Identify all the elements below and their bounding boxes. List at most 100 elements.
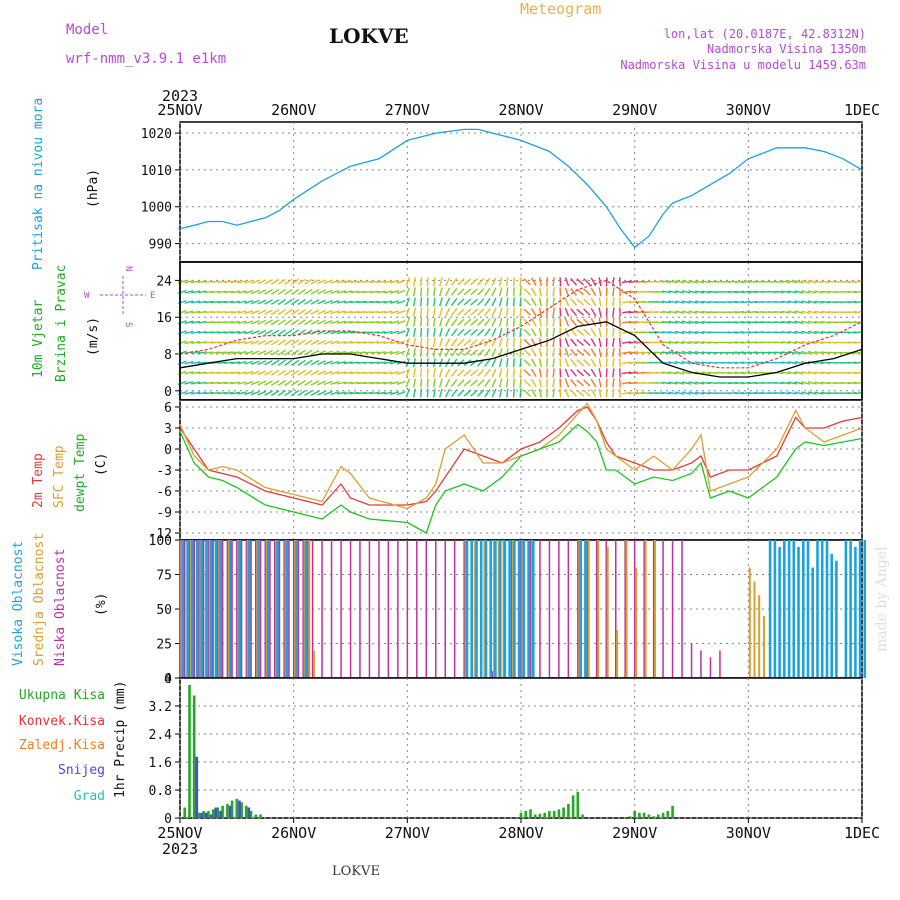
wind-arrow	[622, 310, 632, 314]
wind-arrow	[370, 371, 380, 375]
wind-arrow	[191, 351, 201, 355]
wind-arrow	[612, 307, 615, 317]
cloud-mid-bar	[294, 540, 297, 678]
wind-arrow	[463, 308, 472, 316]
wind-arrow	[781, 310, 791, 314]
wind-arrow	[277, 339, 286, 346]
wind-arrow	[728, 280, 738, 283]
wind-arrow	[506, 348, 509, 358]
wind-arrow	[457, 348, 465, 357]
wind-arrow	[297, 349, 306, 356]
wind-arrow	[420, 368, 423, 378]
wind-arrow	[552, 348, 555, 358]
wind-arrow	[484, 338, 491, 347]
wind-ytick-label: 16	[156, 311, 172, 326]
cloud-low-bar	[520, 540, 522, 678]
wind-arrow	[801, 381, 811, 385]
cloud-mid-bar	[308, 540, 311, 678]
wind-arrow	[224, 300, 234, 304]
wind-arrow	[412, 368, 416, 378]
wind-arrow	[197, 351, 207, 354]
wind-arrow	[512, 388, 515, 398]
wind-arrow	[512, 317, 515, 327]
wind-arrow	[538, 277, 542, 287]
wind-arrow	[668, 381, 678, 385]
cloud-low-bar	[240, 540, 243, 678]
wind-arrow	[748, 351, 758, 354]
wind-arrow	[655, 311, 665, 314]
cloud-high-bar	[484, 540, 488, 678]
wind-arrow	[439, 388, 443, 398]
wind-arrow	[250, 330, 260, 335]
wind-arrow	[257, 309, 267, 315]
wind-arrow	[491, 307, 497, 317]
wind-arrow	[390, 391, 400, 395]
wind-arrow	[576, 328, 585, 336]
wind-arrow	[439, 277, 443, 287]
wind-arrow	[787, 300, 797, 304]
cloud-low-bar	[453, 540, 456, 678]
wind-arrow	[628, 391, 638, 395]
wind-arrow	[291, 349, 300, 356]
wind-arrow	[590, 328, 597, 337]
precip-total-bar	[226, 804, 229, 818]
wind-arrow	[237, 320, 247, 324]
wind-arrow	[210, 381, 221, 385]
cloud-high-bar	[835, 560, 838, 678]
cloud-high-bar	[489, 540, 492, 678]
cloud-low-bar	[278, 540, 281, 678]
wind-arrow	[310, 289, 320, 295]
wind-arrow	[570, 338, 578, 347]
wind-arrow	[794, 340, 804, 345]
wind-arrow	[538, 317, 542, 327]
wind-arrow	[270, 319, 280, 326]
cloud-high-bar	[517, 540, 521, 678]
wind-arrow	[470, 338, 478, 347]
wind-arrow	[748, 331, 758, 334]
wind-arrow	[197, 320, 207, 324]
precip-ytick-label: 0.8	[149, 784, 172, 799]
wind-arrow	[257, 329, 267, 335]
wind-arrow	[564, 348, 570, 358]
wind-ylabel-1: 10m Vjetar	[31, 300, 46, 378]
wind-arrow	[257, 319, 267, 325]
wind-arrow	[523, 359, 531, 367]
wind-arrow	[583, 298, 591, 306]
wind-arrow	[781, 280, 791, 284]
cloud-low-bar	[349, 540, 352, 678]
wind-arrow	[250, 380, 260, 386]
wind-arrow	[270, 309, 280, 316]
wind-arrow	[264, 349, 273, 356]
wind-arrow	[655, 371, 665, 374]
wind-arrow	[668, 371, 678, 375]
wind-arrow	[264, 380, 273, 386]
wind-arrow	[310, 279, 320, 285]
wind-arrow	[590, 307, 597, 317]
cloud-low-bar	[615, 540, 617, 678]
wind-arrow	[820, 300, 831, 304]
wind-arrow	[506, 277, 509, 287]
cloud-ylabel-3: Niska Oblacnost	[53, 549, 68, 666]
pressure-line	[179, 128, 863, 249]
precip-total-bar	[548, 811, 551, 818]
wind-arrow	[498, 277, 503, 287]
wind-arrow	[477, 328, 485, 337]
temp-ytick-label: 0	[164, 443, 172, 458]
wind-arrow	[748, 341, 758, 344]
wind-arrow	[304, 380, 313, 386]
cloud-high-bar	[811, 567, 814, 678]
wind-arrow	[734, 381, 744, 385]
wind-arrow	[244, 340, 254, 345]
wind-arrow	[291, 369, 300, 376]
wind-arrow	[291, 339, 300, 346]
wind-arrow	[297, 390, 306, 397]
wind-arrow	[304, 309, 313, 316]
wind-arrow	[661, 341, 671, 344]
cloud-high-bar	[494, 540, 497, 678]
wind-arrow	[546, 368, 548, 378]
wind-arrow	[426, 337, 429, 348]
precip-total-bar	[245, 805, 248, 819]
wind-arrow	[781, 300, 791, 304]
cloud-high-bar	[584, 540, 587, 678]
